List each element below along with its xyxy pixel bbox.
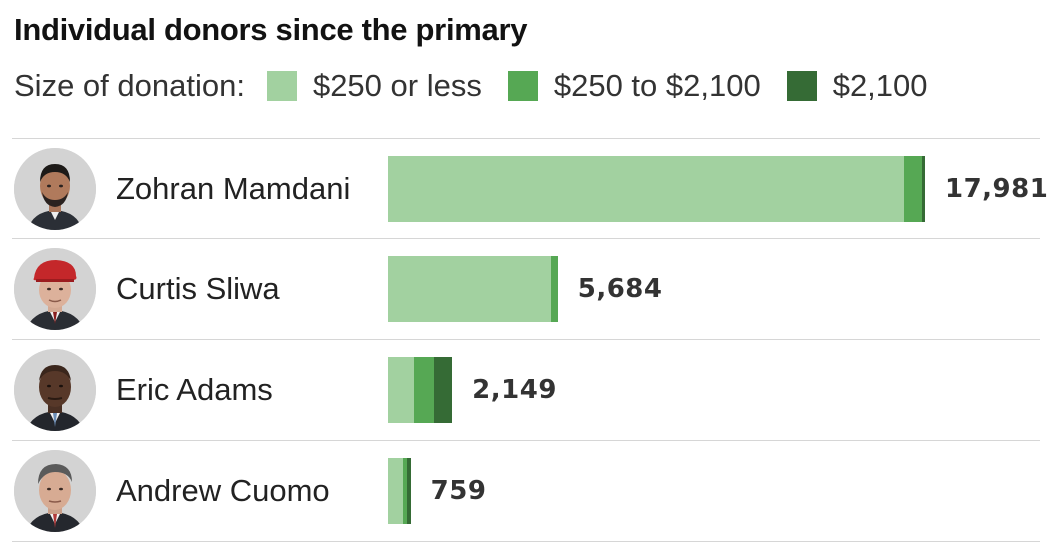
value-label: 5,684 [577,274,663,304]
legend-item-label: $250 or less [312,68,482,103]
adams-portrait-icon [14,349,96,431]
legend-swatch-medium [507,71,538,101]
bar-segment-medium [903,156,922,222]
value-label: 759 [430,476,487,506]
legend-item-large: $2,100 [786,68,928,104]
legend-label: Size of donation: [14,68,245,103]
legend-swatch-large [786,71,817,101]
bar-group [388,256,558,322]
bar-segment-small [388,357,415,423]
bar-segment-large [407,458,411,524]
value-label: 2,149 [472,375,557,405]
bar-segment-large [434,357,453,423]
candidate-name: Andrew Cuomo [116,473,330,508]
legend-item-small: $250 or less [266,68,482,104]
bar-segment-small [388,156,904,222]
bar-segment-medium [414,357,435,423]
bar-group [388,357,453,423]
bar-segment-small [388,458,404,524]
chart-title: Individual donors since the primary [14,12,528,47]
legend-item-medium: $250 to $2,100 [507,68,761,104]
legend-swatch-small [266,71,297,101]
cuomo-portrait-icon [14,450,96,532]
candidate-name: Zohran Mamdani [116,171,351,206]
candidate-name: Eric Adams [116,372,273,407]
bar-segment-medium [550,256,558,322]
legend-item-label: $250 to $2,100 [553,68,761,103]
bar-group [388,156,925,222]
bar-segment-small [388,256,551,322]
candidate-row: Eric Adams 2,149 [12,339,1040,440]
bar-segment-medium [403,458,408,524]
candidate-row: Zohran Mamdani 17,981 [12,138,1048,239]
candidate-row: Curtis Sliwa 5,684 [12,238,1040,339]
bar-group [388,458,411,524]
legend-item-label: $2,100 [832,68,928,103]
candidate-name: Curtis Sliwa [116,271,280,306]
bar-segment-large [921,156,925,222]
mamdani-portrait-icon [14,148,96,230]
value-label: 17,981 [945,174,1049,204]
sliwa-portrait-icon [14,248,96,330]
legend: Size of donation: $250 or less $250 to $… [14,64,954,108]
candidate-row: Andrew Cuomo 759 [12,440,1040,542]
